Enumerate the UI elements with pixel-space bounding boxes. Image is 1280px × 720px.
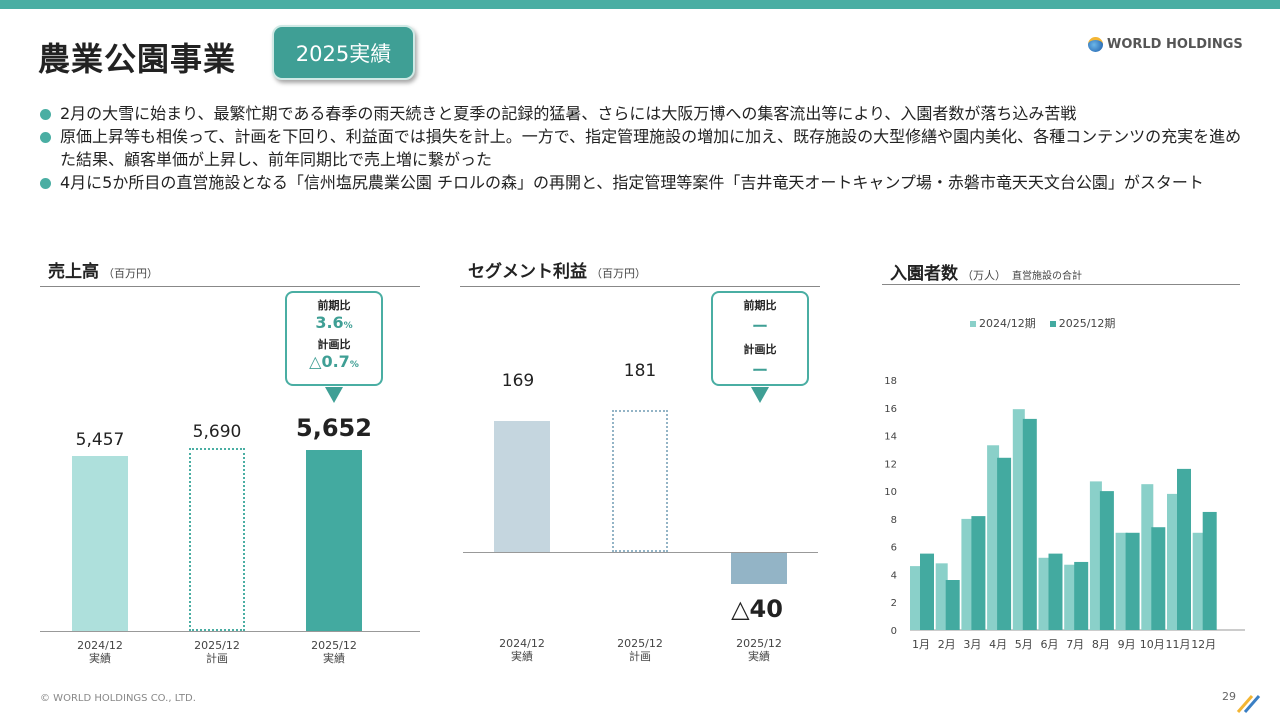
slash-decoration-icon <box>1236 695 1261 713</box>
bar-2024/12期 <box>1089 481 1102 630</box>
bar-2025/12期 <box>1022 418 1037 630</box>
bar-2025/12期 <box>971 516 986 630</box>
bar-2025/12期 <box>1048 553 1063 630</box>
bar-2025/12期 <box>1099 491 1114 630</box>
sales-axis <box>40 631 420 632</box>
y-tick-label: 10 <box>884 487 897 498</box>
x-tick-label: 12月 <box>1191 638 1216 651</box>
y-tick-label: 4 <box>891 570 897 581</box>
x-tick-label: 10月 <box>1140 638 1165 651</box>
legend: 2024/12期 2025/12期 <box>970 315 1115 331</box>
bar-2024/12期 <box>1012 409 1025 630</box>
sales-bar-2024 <box>72 456 128 631</box>
x-tick-label: 1月 <box>912 638 930 651</box>
profit-callout: 前期比 ー 計画比 ー <box>711 291 809 386</box>
y-tick-label: 8 <box>891 515 897 526</box>
x-label: 2024/12 実績 <box>77 639 123 665</box>
profit-bar-2025 <box>731 553 787 584</box>
callout-pointer <box>325 387 343 403</box>
sales-chart-title: 売上高 （百万円） <box>48 262 158 282</box>
bullet-item: 2月の大雪に始まり、最繁忙期である春季の雨天続きと夏季の記録的猛暑、さらには大阪… <box>40 102 1250 125</box>
globe-icon <box>1088 37 1103 52</box>
bullet-item: 4月に5か所目の直営施設となる「信州塩尻農業公園 チロルの森」の再開と、指定管理… <box>40 171 1250 194</box>
bar-2024/12期 <box>910 566 922 630</box>
bar-2024/12期 <box>1167 493 1179 630</box>
x-tick-label: 2月 <box>938 638 956 651</box>
page-title: 農業公園事業 <box>38 40 237 78</box>
page-number: 29 <box>1222 690 1236 703</box>
x-label: 2025/12 実績 <box>311 639 357 665</box>
bar-2025/12期 <box>945 580 960 630</box>
x-label: 2024/12 実績 <box>499 637 545 663</box>
y-tick-label: 18 <box>884 376 897 387</box>
logo-text: WORLD HOLDINGS <box>1107 37 1243 52</box>
x-tick-label: 9月 <box>1118 638 1136 651</box>
bar-2024/12期 <box>1141 484 1154 630</box>
visitors-chart: 0 2 4 6 8 10 12 14 16 18 1月 2月 3月 4月 5月 6月 7月 8月 9月 10月 11月 1… <box>884 376 1245 651</box>
callout-pointer <box>751 387 769 403</box>
y-tick-label: 16 <box>884 404 897 415</box>
bar-2024/12期 <box>935 563 948 630</box>
x-tick-label: 11月 <box>1166 638 1191 651</box>
x-tick-label: 7月 <box>1066 638 1084 651</box>
legend-item: 2025/12期 <box>1049 315 1115 331</box>
bar-2025/12期 <box>1074 561 1089 630</box>
profit-chart-title: セグメント利益 （百万円） <box>468 262 646 282</box>
sales-value: 5,690 <box>192 422 242 442</box>
bar-2024/12期 <box>1064 564 1077 630</box>
sales-callout: 前期比 3.6% 計画比 △0.7% <box>285 291 383 386</box>
bullet-item: 原価上昇等も相俟って、計画を下回り、利益面では損失を計上。一方で、指定管理施設の… <box>40 125 1250 171</box>
bar-2024/12期 <box>1115 532 1128 630</box>
x-label: 2025/12 計画 <box>194 639 240 665</box>
divider <box>40 286 420 287</box>
bar-2025/12期 <box>1177 468 1191 630</box>
x-tick-label: 8月 <box>1092 638 1110 651</box>
profit-value: △40 <box>731 595 783 623</box>
y-tick-label: 6 <box>891 543 897 554</box>
bar-2025/12期 <box>1151 527 1166 630</box>
x-label: 2025/12 実績 <box>736 637 782 663</box>
divider <box>460 286 820 287</box>
bar-2025/12期 <box>1202 511 1217 630</box>
company-logo: WORLD HOLDINGS <box>1088 37 1243 52</box>
bar-2025/12期 <box>1125 532 1140 630</box>
profit-bar-plan <box>612 410 668 552</box>
y-tick-label: 12 <box>884 459 897 470</box>
copyright: © WORLD HOLDINGS CO., LTD. <box>40 693 196 704</box>
divider <box>882 284 1240 285</box>
bar-2025/12期 <box>997 457 1012 630</box>
summary-bullets: 2月の大雪に始まり、最繁忙期である春季の雨天続きと夏季の記録的猛暑、さらには大阪… <box>40 102 1250 194</box>
x-tick-label: 4月 <box>989 638 1007 651</box>
x-tick-label: 6月 <box>1041 638 1059 651</box>
profit-bar-2024 <box>494 421 550 552</box>
y-tick-label: 2 <box>891 598 897 609</box>
bar-2024/12期 <box>1038 557 1051 630</box>
sales-bar-2025 <box>306 450 362 631</box>
sales-value: 5,457 <box>75 430 125 450</box>
profit-value: 169 <box>501 371 535 391</box>
period-badge: 2025実績 <box>272 25 415 80</box>
bar-2024/12期 <box>961 518 974 630</box>
x-tick-label: 3月 <box>963 638 981 651</box>
profit-axis <box>463 552 818 553</box>
y-tick-label: 14 <box>884 432 897 443</box>
legend-item: 2024/12期 <box>970 315 1036 331</box>
y-tick-label: 0 <box>891 626 897 637</box>
bar-2024/12期 <box>1192 532 1205 630</box>
visitors-chart-title: 入園者数 （万人） 直営施設の合計 <box>890 264 1082 284</box>
x-label: 2025/12 計画 <box>617 637 663 663</box>
sales-value: 5,652 <box>296 414 372 442</box>
bar-2024/12期 <box>987 445 1000 630</box>
top-accent-bar <box>0 0 1280 9</box>
sales-bar-plan <box>189 448 245 631</box>
x-tick-label: 5月 <box>1015 638 1033 651</box>
profit-value: 181 <box>623 361 657 381</box>
bar-2025/12期 <box>920 553 934 630</box>
